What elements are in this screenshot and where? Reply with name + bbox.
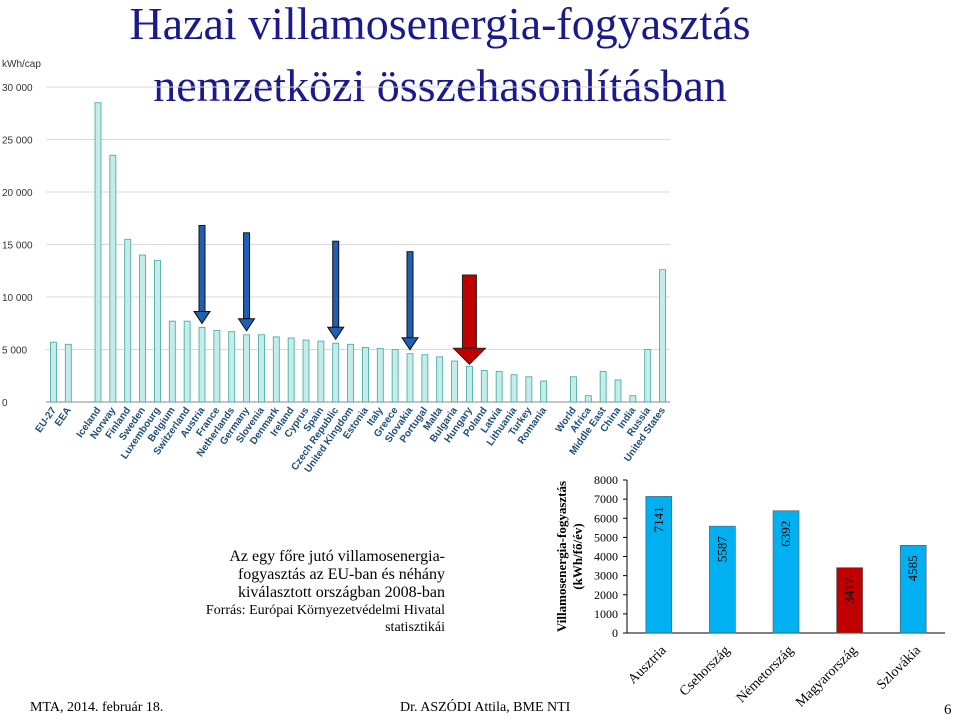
down-arrow-icon xyxy=(237,232,256,332)
bar xyxy=(272,336,280,403)
bar xyxy=(183,320,191,403)
y-tick-label: 3000 xyxy=(594,569,618,583)
y-axis-unit-label: kWh/cap xyxy=(2,59,41,70)
bar xyxy=(495,371,503,403)
x-tick-label: Németország xyxy=(734,643,797,706)
bar xyxy=(510,374,518,403)
caption-line-1: Az egy főre jutó villamosenergia- xyxy=(229,548,445,565)
bar xyxy=(124,238,132,403)
bar xyxy=(317,340,325,403)
bar xyxy=(347,343,354,403)
y-tick-label: 15 000 xyxy=(2,241,33,252)
x-tick-label: Csehország xyxy=(677,643,733,699)
x-tick-label: Szlovákia xyxy=(874,643,924,693)
arrow-head xyxy=(326,326,345,341)
y-axis-unit: (kWh/fő/év) xyxy=(570,523,585,589)
bar xyxy=(466,365,473,403)
bar xyxy=(599,371,607,403)
arrow-head xyxy=(452,347,487,366)
y-tick-label: 0 xyxy=(612,626,618,640)
y-tick-label: 1000 xyxy=(594,607,618,621)
bar xyxy=(709,525,736,634)
slide-title-line2: nemzetközi összehasonlításban xyxy=(153,60,727,111)
y-tick-label: 6000 xyxy=(594,511,618,525)
data-label: 4585 xyxy=(905,555,920,581)
bar xyxy=(332,342,340,403)
arrow-head xyxy=(237,318,256,332)
y-tick-label: 20 000 xyxy=(2,188,33,199)
bar xyxy=(94,102,102,403)
y-tick-label: 8000 xyxy=(594,473,618,487)
arrow-head xyxy=(401,337,419,351)
bar xyxy=(644,349,652,403)
bar xyxy=(302,339,310,403)
bar xyxy=(836,567,863,634)
bar xyxy=(64,343,72,403)
bar xyxy=(168,320,176,403)
y-axis-title: Villamosenergia-fogyasztás xyxy=(554,481,569,632)
bar xyxy=(645,496,673,634)
slide-title-line1: Hazai villamosenergia-fogyasztás xyxy=(129,0,751,49)
source-line-1: Forrás: Európai Környezetvédelmi Hivatal xyxy=(205,603,445,618)
bar xyxy=(614,379,622,403)
x-tick-label: Ausztria xyxy=(625,643,670,688)
y-tick-label: 5 000 xyxy=(2,346,27,357)
data-label: 5587 xyxy=(714,536,729,563)
y-tick-label: 2000 xyxy=(594,588,618,602)
bar xyxy=(570,376,577,403)
y-tick-label: 10 000 xyxy=(2,293,33,304)
data-label: 7141 xyxy=(651,506,666,532)
bar xyxy=(198,327,206,403)
bar xyxy=(391,349,399,403)
bar xyxy=(139,254,146,403)
data-label: 3417 xyxy=(842,577,857,604)
down-arrow-icon xyxy=(326,240,345,341)
y-tick-label: 0 xyxy=(2,398,8,409)
y-tick-label: 25 000 xyxy=(2,136,33,147)
bar xyxy=(525,376,533,403)
bar xyxy=(362,346,369,403)
x-tick-label: Magyarország xyxy=(793,643,860,710)
bar xyxy=(154,259,161,403)
bar xyxy=(451,360,458,403)
bar xyxy=(228,331,236,403)
bar xyxy=(109,154,117,403)
arrow-head xyxy=(193,310,211,325)
bar xyxy=(772,510,800,634)
caption-line-3: kiválasztott országban 2008-ban xyxy=(237,584,445,601)
bar xyxy=(421,354,429,403)
bar xyxy=(406,353,414,403)
bar xyxy=(899,545,927,634)
data-label: 6392 xyxy=(778,521,793,547)
bar xyxy=(436,356,444,403)
down-arrow-icon xyxy=(193,224,211,325)
y-tick-label: 5000 xyxy=(594,530,618,544)
bar xyxy=(629,395,637,403)
bar xyxy=(480,370,488,403)
bar xyxy=(258,334,265,403)
bar xyxy=(659,269,666,403)
y-tick-label: 30 000 xyxy=(2,83,33,94)
bar xyxy=(584,395,592,403)
page-number: 6 xyxy=(944,702,952,718)
bar xyxy=(287,337,295,403)
source-line-2: statisztikái xyxy=(385,620,445,635)
footer-date: MTA, 2014. február 18. xyxy=(30,700,164,715)
chart-caption: Az egy főre jutó villamosenergia- fogyas… xyxy=(190,548,445,636)
bar xyxy=(213,330,221,403)
footer-author: Dr. ASZÓDI Attila, BME NTI xyxy=(400,700,571,715)
y-tick-label: 7000 xyxy=(594,492,618,506)
bar xyxy=(376,348,384,403)
y-tick-label: 4000 xyxy=(594,550,618,564)
bar xyxy=(243,334,250,403)
bar xyxy=(540,380,548,403)
down-arrow-icon xyxy=(401,251,419,351)
caption-line-2: fogyasztás az EU-ban és néhány xyxy=(237,566,445,583)
highlight-arrow-icon xyxy=(452,274,487,366)
bar xyxy=(50,341,57,403)
